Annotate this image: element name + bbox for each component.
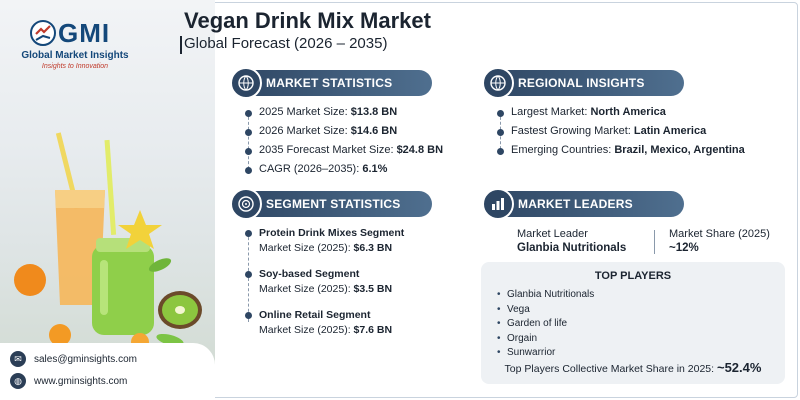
top-player-item: Orgain [497, 332, 594, 347]
top-player-item: Sunwarrior [497, 346, 594, 361]
market-leaders-heading: MARKET LEADERS [482, 188, 684, 220]
leader-divider [654, 230, 655, 254]
globe-icon [482, 67, 514, 99]
segment-statistics-label: SEGMENT STATISTICS [266, 197, 401, 211]
target-icon [230, 188, 262, 220]
market-share-value: ~12% [669, 242, 699, 254]
market-share-label: Market Share (2025) [669, 228, 770, 240]
market-leader-block: Market Leader Glanbia Nutritionals [517, 228, 626, 254]
gmi-logo-icon [30, 20, 56, 46]
contact-panel: ✉ sales@gminsights.com ◍ www.gminsights.… [0, 343, 215, 400]
page-subtitle: Global Forecast (2026 – 2035) [184, 35, 388, 52]
globe-icon: ◍ [10, 373, 26, 389]
drinks-illustration [14, 132, 202, 350]
left-image-panel: GMI Global Market Insights Insights to I… [0, 0, 215, 400]
segment-statistics-list: Protein Drink Mixes Segment Market Size … [245, 226, 404, 338]
market-statistics-label: MARKET STATISTICS [266, 76, 393, 90]
stat-item: CAGR (2026–2035): 6.1% [245, 163, 443, 175]
regional-insights-heading: REGIONAL INSIGHTS [482, 67, 684, 99]
stat-item: 2026 Market Size: $14.6 BN [245, 125, 443, 137]
regional-insights-label: REGIONAL INSIGHTS [518, 76, 645, 90]
top-players-list: Glanbia Nutritionals Vega Garden of life… [497, 288, 594, 361]
email-icon: ✉ [10, 351, 26, 367]
globe-chart-icon [230, 67, 262, 99]
market-share-block: Market Share (2025) ~12% [669, 228, 770, 254]
page-title: Vegan Drink Mix Market [184, 8, 431, 33]
brand-name: Global Market Insights [21, 50, 129, 61]
market-leaders-label: MARKET LEADERS [518, 197, 633, 211]
market-statistics-list: 2025 Market Size: $13.8 BN 2026 Market S… [245, 106, 443, 175]
brand-short: GMI [58, 18, 111, 48]
contact-website-row: ◍ www.gminsights.com [10, 373, 127, 389]
segment-item: Soy-based Segment Market Size (2025): $3… [245, 267, 404, 297]
top-player-item: Glanbia Nutritionals [497, 288, 594, 303]
straw-green [104, 139, 117, 236]
top-player-item: Garden of life [497, 317, 594, 332]
segment-item: Protein Drink Mixes Segment Market Size … [245, 226, 404, 256]
building-chart-icon [482, 188, 514, 220]
segment-statistics-heading: SEGMENT STATISTICS [230, 188, 432, 220]
market-leader-name: Glanbia Nutritionals [517, 242, 627, 254]
top-players-heading: TOP PLAYERS [594, 270, 672, 282]
region-item: Largest Market: North America [497, 106, 745, 118]
region-item: Fastest Growing Market: Latin America [497, 125, 745, 137]
segment-item: Online Retail Segment Market Size (2025)… [245, 308, 404, 338]
market-statistics-heading: MARKET STATISTICS [230, 67, 432, 99]
market-leader-label: Market Leader [517, 228, 588, 240]
contact-email-row: ✉ sales@gminsights.com [10, 351, 137, 367]
contact-email[interactable]: sales@gminsights.com [34, 353, 137, 365]
brand-tagline: Insights to Innovation [41, 63, 109, 70]
top-players-box: TOP PLAYERS Glanbia Nutritionals Vega Ga… [481, 262, 785, 384]
stat-item: 2025 Market Size: $13.8 BN [245, 106, 443, 118]
stat-item: 2035 Forecast Market Size: $24.8 BN [245, 144, 443, 156]
subtitle-divider [180, 36, 182, 54]
contact-website[interactable]: www.gminsights.com [34, 375, 128, 387]
timeline-line [248, 112, 249, 174]
regional-insights-list: Largest Market: North America Fastest Gr… [497, 106, 745, 156]
top-players-collective-share: Top Players Collective Market Share in 2… [504, 360, 762, 375]
region-item: Emerging Countries: Brazil, Mexico, Arge… [497, 144, 745, 156]
top-player-item: Vega [497, 303, 594, 318]
